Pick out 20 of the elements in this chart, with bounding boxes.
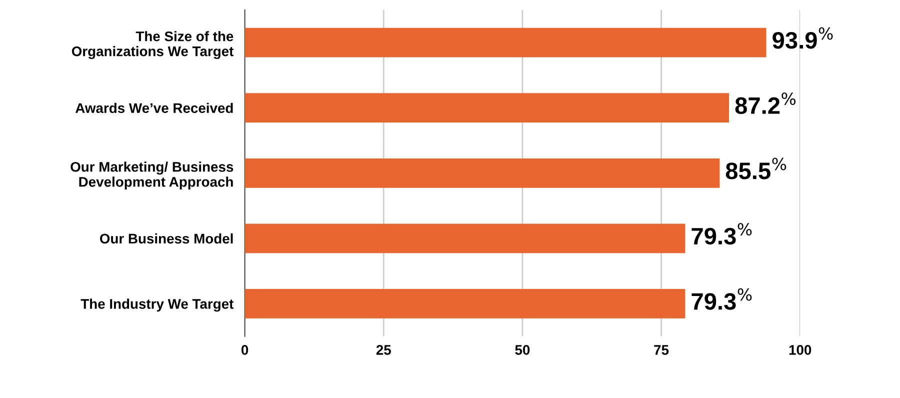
y-tick-label: Our Business Model [100,233,233,244]
x-tick-label: 0 [241,345,248,355]
y-tick-label: Our Marketing/ Business Development Approach [70,162,234,190]
bar [244,28,766,58]
x-tick-label: 100 [789,345,812,355]
x-tick-label: 25 [376,345,391,355]
x-tick-label: 50 [515,345,530,355]
bar [244,224,686,254]
bar [244,93,730,123]
data-label: 85.5$^{%}$ [726,158,786,180]
y-tick-label: The Industry We Target [80,298,234,312]
bar [244,288,686,318]
x-tick-label: 75 [654,345,669,355]
data-label: 93.9$^{%}$ [772,27,833,49]
y-tick-label: Awards We’ve Received [76,102,233,114]
data-label: 87.2$^{%}$ [735,92,796,114]
bar [244,158,720,188]
data-label: 79.3$^{%}$ [692,288,752,310]
data-label: 79.3$^{%}$ [692,223,752,245]
y-tick-label: The Size of the Organizations We Target [72,31,234,60]
